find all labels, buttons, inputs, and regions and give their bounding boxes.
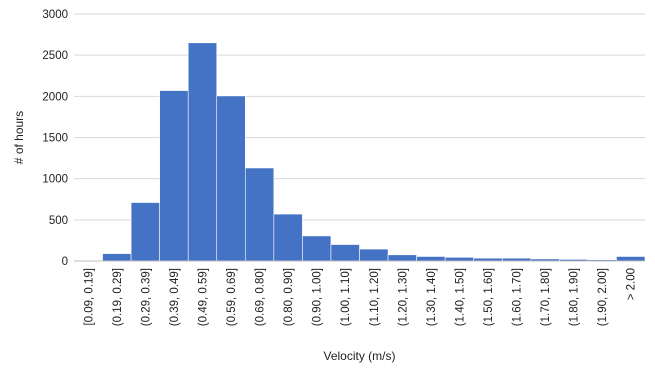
x-tick-label: (0.29, 0.39] (140, 268, 152, 326)
bars (73, 42, 646, 262)
x-tick-label: (0.59, 0.69] (226, 268, 238, 326)
bar (444, 256, 474, 262)
bar (273, 213, 303, 262)
x-tick-label: (0.69, 0.80] (255, 268, 267, 326)
x-tick-label: (1.80, 1.90] (569, 268, 581, 326)
x-tick-label: (0.19, 0.29] (112, 268, 124, 326)
x-tick-label: (1.50, 1.60] (483, 268, 495, 326)
bar (359, 248, 389, 262)
x-tick-label: (0.39, 0.49] (169, 268, 181, 326)
bar (302, 235, 332, 262)
x-tick-label: (0.90, 1.00] (312, 268, 324, 326)
bar (416, 256, 446, 262)
y-axis-title: # of hours (12, 111, 26, 164)
x-tick-label: (1.20, 1.30] (397, 268, 409, 326)
y-tick-label: 1000 (42, 174, 68, 186)
bar (216, 95, 246, 262)
bar (187, 42, 218, 262)
x-tick-label: (0.49, 0.59] (197, 268, 209, 326)
x-tick-label: [0.09, 0.19] (83, 268, 95, 326)
x-tick-label: (1.10, 1.20] (369, 268, 381, 326)
y-tick-label: 1500 (42, 133, 68, 145)
y-tick-label: 2000 (42, 91, 68, 103)
bar (245, 167, 275, 262)
x-tick-labels: [0.09, 0.19] (0.19, 0.29] (0.29, 0.39] (0.3… (83, 268, 637, 326)
x-tick-label: > 2.00 (626, 268, 638, 300)
x-tick-label: (1.70, 1.80] (540, 268, 552, 326)
x-tick-label: (1.40, 1.50] (454, 268, 466, 326)
y-tick-labels: 0 500 1000 1500 2000 2500 3000 (42, 9, 68, 268)
bar (102, 253, 132, 262)
x-tick-label: (1.60, 1.70] (512, 268, 524, 326)
y-tick-label: 2500 (42, 50, 68, 62)
x-axis-title: Velocity (m/s) (323, 349, 395, 363)
bar (616, 256, 646, 262)
bar (330, 244, 360, 262)
x-tick-label: (1.90, 2.00] (597, 268, 609, 326)
x-tick-label: (1.30, 1.40] (426, 268, 438, 326)
y-tick-label: 0 (62, 256, 68, 268)
bar (130, 202, 160, 262)
x-tick-label: (0.80, 0.90] (283, 268, 295, 326)
bar (159, 90, 189, 262)
y-tick-label: 3000 (42, 9, 68, 21)
x-tick-label: (1.00, 1.10] (340, 268, 352, 326)
bar (387, 254, 417, 262)
y-tick-label: 500 (49, 215, 68, 227)
